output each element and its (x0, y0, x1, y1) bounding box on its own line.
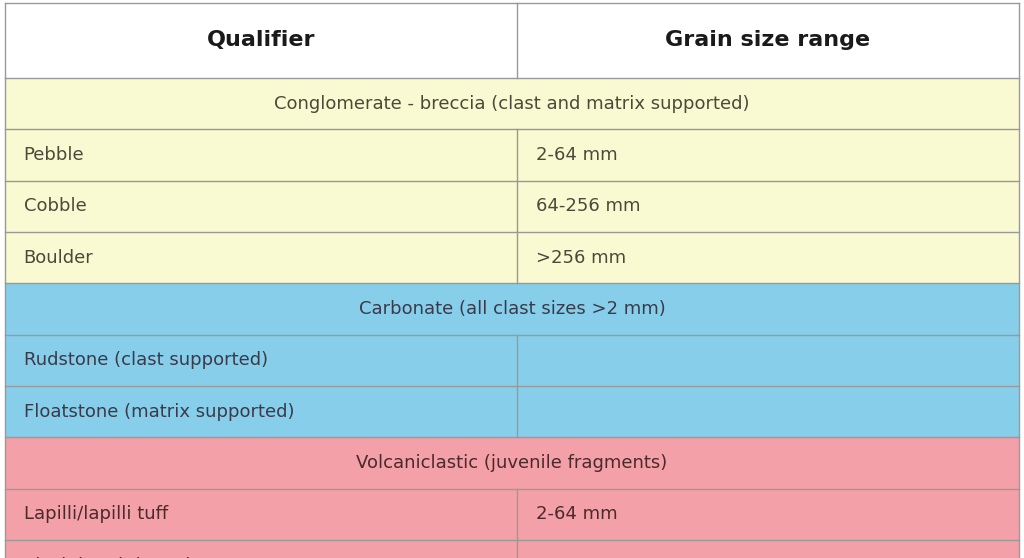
Bar (5, 78, 1019, 129)
Bar (5, 437, 1019, 489)
Bar (5, 335, 1019, 386)
Text: >64 mm: >64 mm (536, 557, 614, 558)
Text: Pebble: Pebble (24, 146, 84, 164)
Bar (5, 283, 1019, 335)
Text: 64-256 mm: 64-256 mm (536, 198, 640, 215)
Text: 2-64 mm: 2-64 mm (536, 146, 617, 164)
Text: 2-64 mm: 2-64 mm (536, 506, 617, 523)
Text: Lapilli/lapilli tuff: Lapilli/lapilli tuff (24, 506, 168, 523)
Text: Volcaniclastic (juvenile fragments): Volcaniclastic (juvenile fragments) (356, 454, 668, 472)
Bar (5, 129, 1019, 181)
Text: Block-bomb/breccia: Block-bomb/breccia (24, 557, 202, 558)
Text: Floatstone (matrix supported): Floatstone (matrix supported) (24, 403, 294, 421)
Bar (5, 3, 1019, 78)
Bar (5, 181, 1019, 232)
Text: >256 mm: >256 mm (536, 249, 626, 267)
Text: Conglomerate - breccia (clast and matrix supported): Conglomerate - breccia (clast and matrix… (274, 95, 750, 113)
Text: Rudstone (clast supported): Rudstone (clast supported) (24, 352, 267, 369)
Bar (5, 540, 1019, 558)
Bar (5, 489, 1019, 540)
Text: Boulder: Boulder (24, 249, 93, 267)
Text: Grain size range: Grain size range (666, 31, 870, 50)
Bar (5, 386, 1019, 437)
Text: Carbonate (all clast sizes >2 mm): Carbonate (all clast sizes >2 mm) (358, 300, 666, 318)
Text: Cobble: Cobble (24, 198, 86, 215)
Bar (5, 232, 1019, 283)
Text: Qualifier: Qualifier (207, 31, 315, 50)
